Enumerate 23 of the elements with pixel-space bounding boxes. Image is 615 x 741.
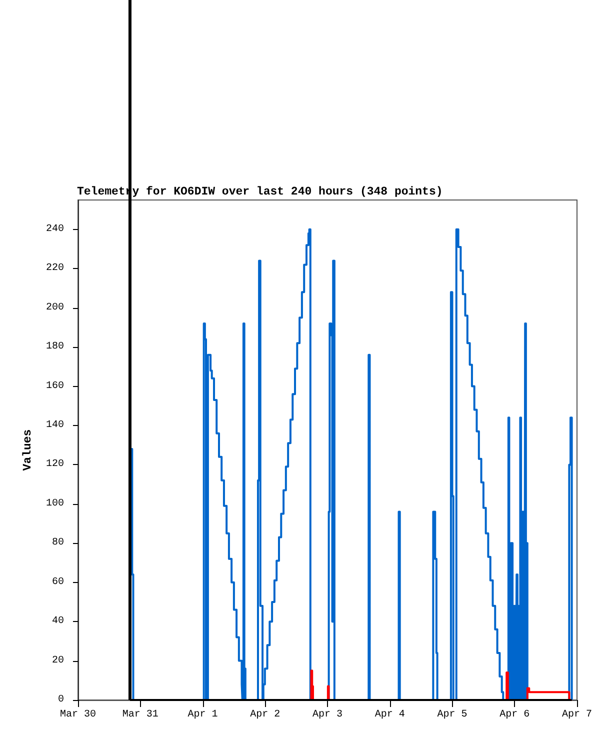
y-tick-label: 160: [46, 380, 64, 392]
x-tick-label: Apr 4: [374, 710, 405, 720]
y-tick-label: 220: [46, 263, 64, 274]
x-tick-label: Apr 7: [562, 710, 592, 720]
y-tick-label: 140: [46, 420, 64, 431]
y-tick-label: 60: [52, 576, 64, 588]
x-tick-label: Mar 30: [60, 710, 96, 720]
y-tick-label: 20: [52, 655, 64, 666]
x-tick-label: Apr 1: [188, 710, 218, 720]
y-tick-label: 0: [58, 694, 64, 706]
y-tick-label: 200: [46, 302, 64, 314]
x-tick-label: Mar 31: [122, 710, 158, 720]
x-tick-label: Apr 2: [250, 710, 280, 720]
y-tick-label: 80: [52, 538, 64, 549]
y-axis-title: Values: [22, 429, 34, 471]
y-tick-label: 180: [46, 342, 64, 353]
y-tick-label: 240: [46, 224, 64, 235]
x-tick-label: Apr 5: [437, 710, 468, 720]
x-tick-label: Apr 6: [500, 710, 530, 720]
y-tick-label: 120: [46, 459, 64, 470]
y-tick-label: 100: [46, 498, 64, 510]
x-tick-label: Apr 3: [312, 710, 343, 720]
y-tick-label: 40: [52, 616, 64, 628]
